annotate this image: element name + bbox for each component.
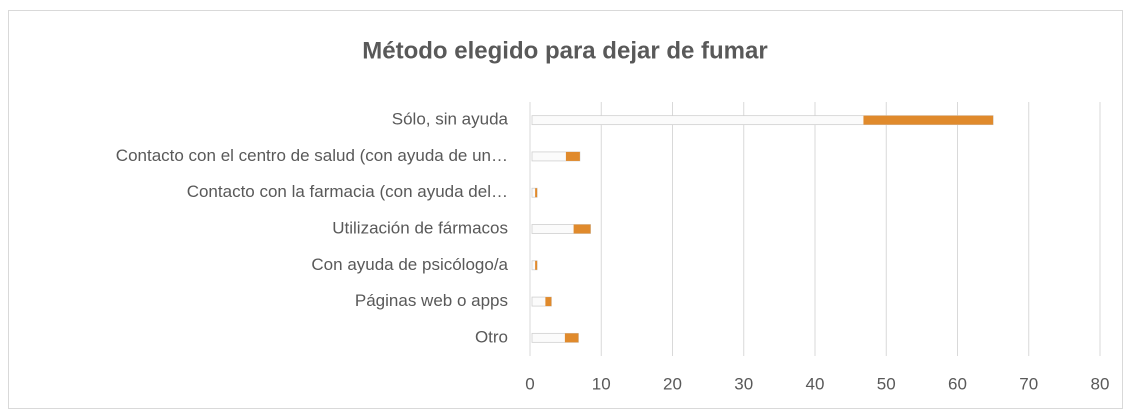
- bar-tip: [574, 225, 591, 234]
- chart-title: Método elegido para dejar de fumar: [362, 37, 767, 64]
- bar-tip: [535, 188, 537, 197]
- bar: [532, 188, 537, 197]
- chart-frame: [9, 11, 1123, 409]
- x-tick-label: 20: [663, 374, 682, 393]
- bar-tip: [863, 116, 993, 125]
- bar-tip: [565, 333, 579, 342]
- bar: [532, 333, 578, 342]
- x-tick-label: 10: [592, 374, 611, 393]
- x-tick-label: 50: [877, 374, 896, 393]
- x-tick-label: 60: [948, 374, 967, 393]
- y-tick-label: Páginas web o apps: [355, 291, 508, 310]
- bar: [532, 116, 993, 125]
- bar: [532, 152, 580, 161]
- bar: [532, 297, 551, 306]
- x-tick-label: 80: [1091, 374, 1110, 393]
- bar: [532, 261, 537, 270]
- bar-tip: [545, 297, 551, 306]
- x-tick-label: 30: [734, 374, 753, 393]
- x-tick-label: 40: [806, 374, 825, 393]
- bar-tip: [535, 261, 537, 270]
- y-tick-label: Otro: [475, 327, 508, 346]
- bar: [532, 225, 591, 234]
- y-tick-label: Contacto con el centro de salud (con ayu…: [116, 146, 508, 165]
- x-tick-label: 0: [525, 374, 534, 393]
- chart: Método elegido para dejar de fumar 0 10 20…: [0, 0, 1131, 410]
- x-tick-label: 70: [1019, 374, 1038, 393]
- y-tick-label: Sólo, sin ayuda: [392, 110, 509, 129]
- y-tick-label: Con ayuda de psicólogo/a: [311, 255, 508, 274]
- y-tick-label: Contacto con la farmacia (con ayuda del…: [187, 182, 508, 201]
- bar-tip: [566, 152, 580, 161]
- y-tick-label: Utilización de fármacos: [332, 218, 508, 237]
